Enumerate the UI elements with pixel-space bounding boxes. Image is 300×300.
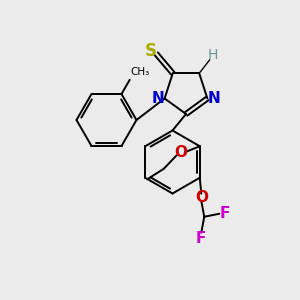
Text: H: H [208, 48, 218, 62]
Text: F: F [196, 231, 206, 246]
Text: S: S [145, 42, 157, 60]
Text: N: N [152, 91, 164, 106]
Text: N: N [208, 91, 220, 106]
Text: F: F [220, 206, 230, 221]
Text: O: O [174, 145, 187, 160]
Text: O: O [195, 190, 208, 205]
Text: CH₃: CH₃ [130, 67, 150, 77]
